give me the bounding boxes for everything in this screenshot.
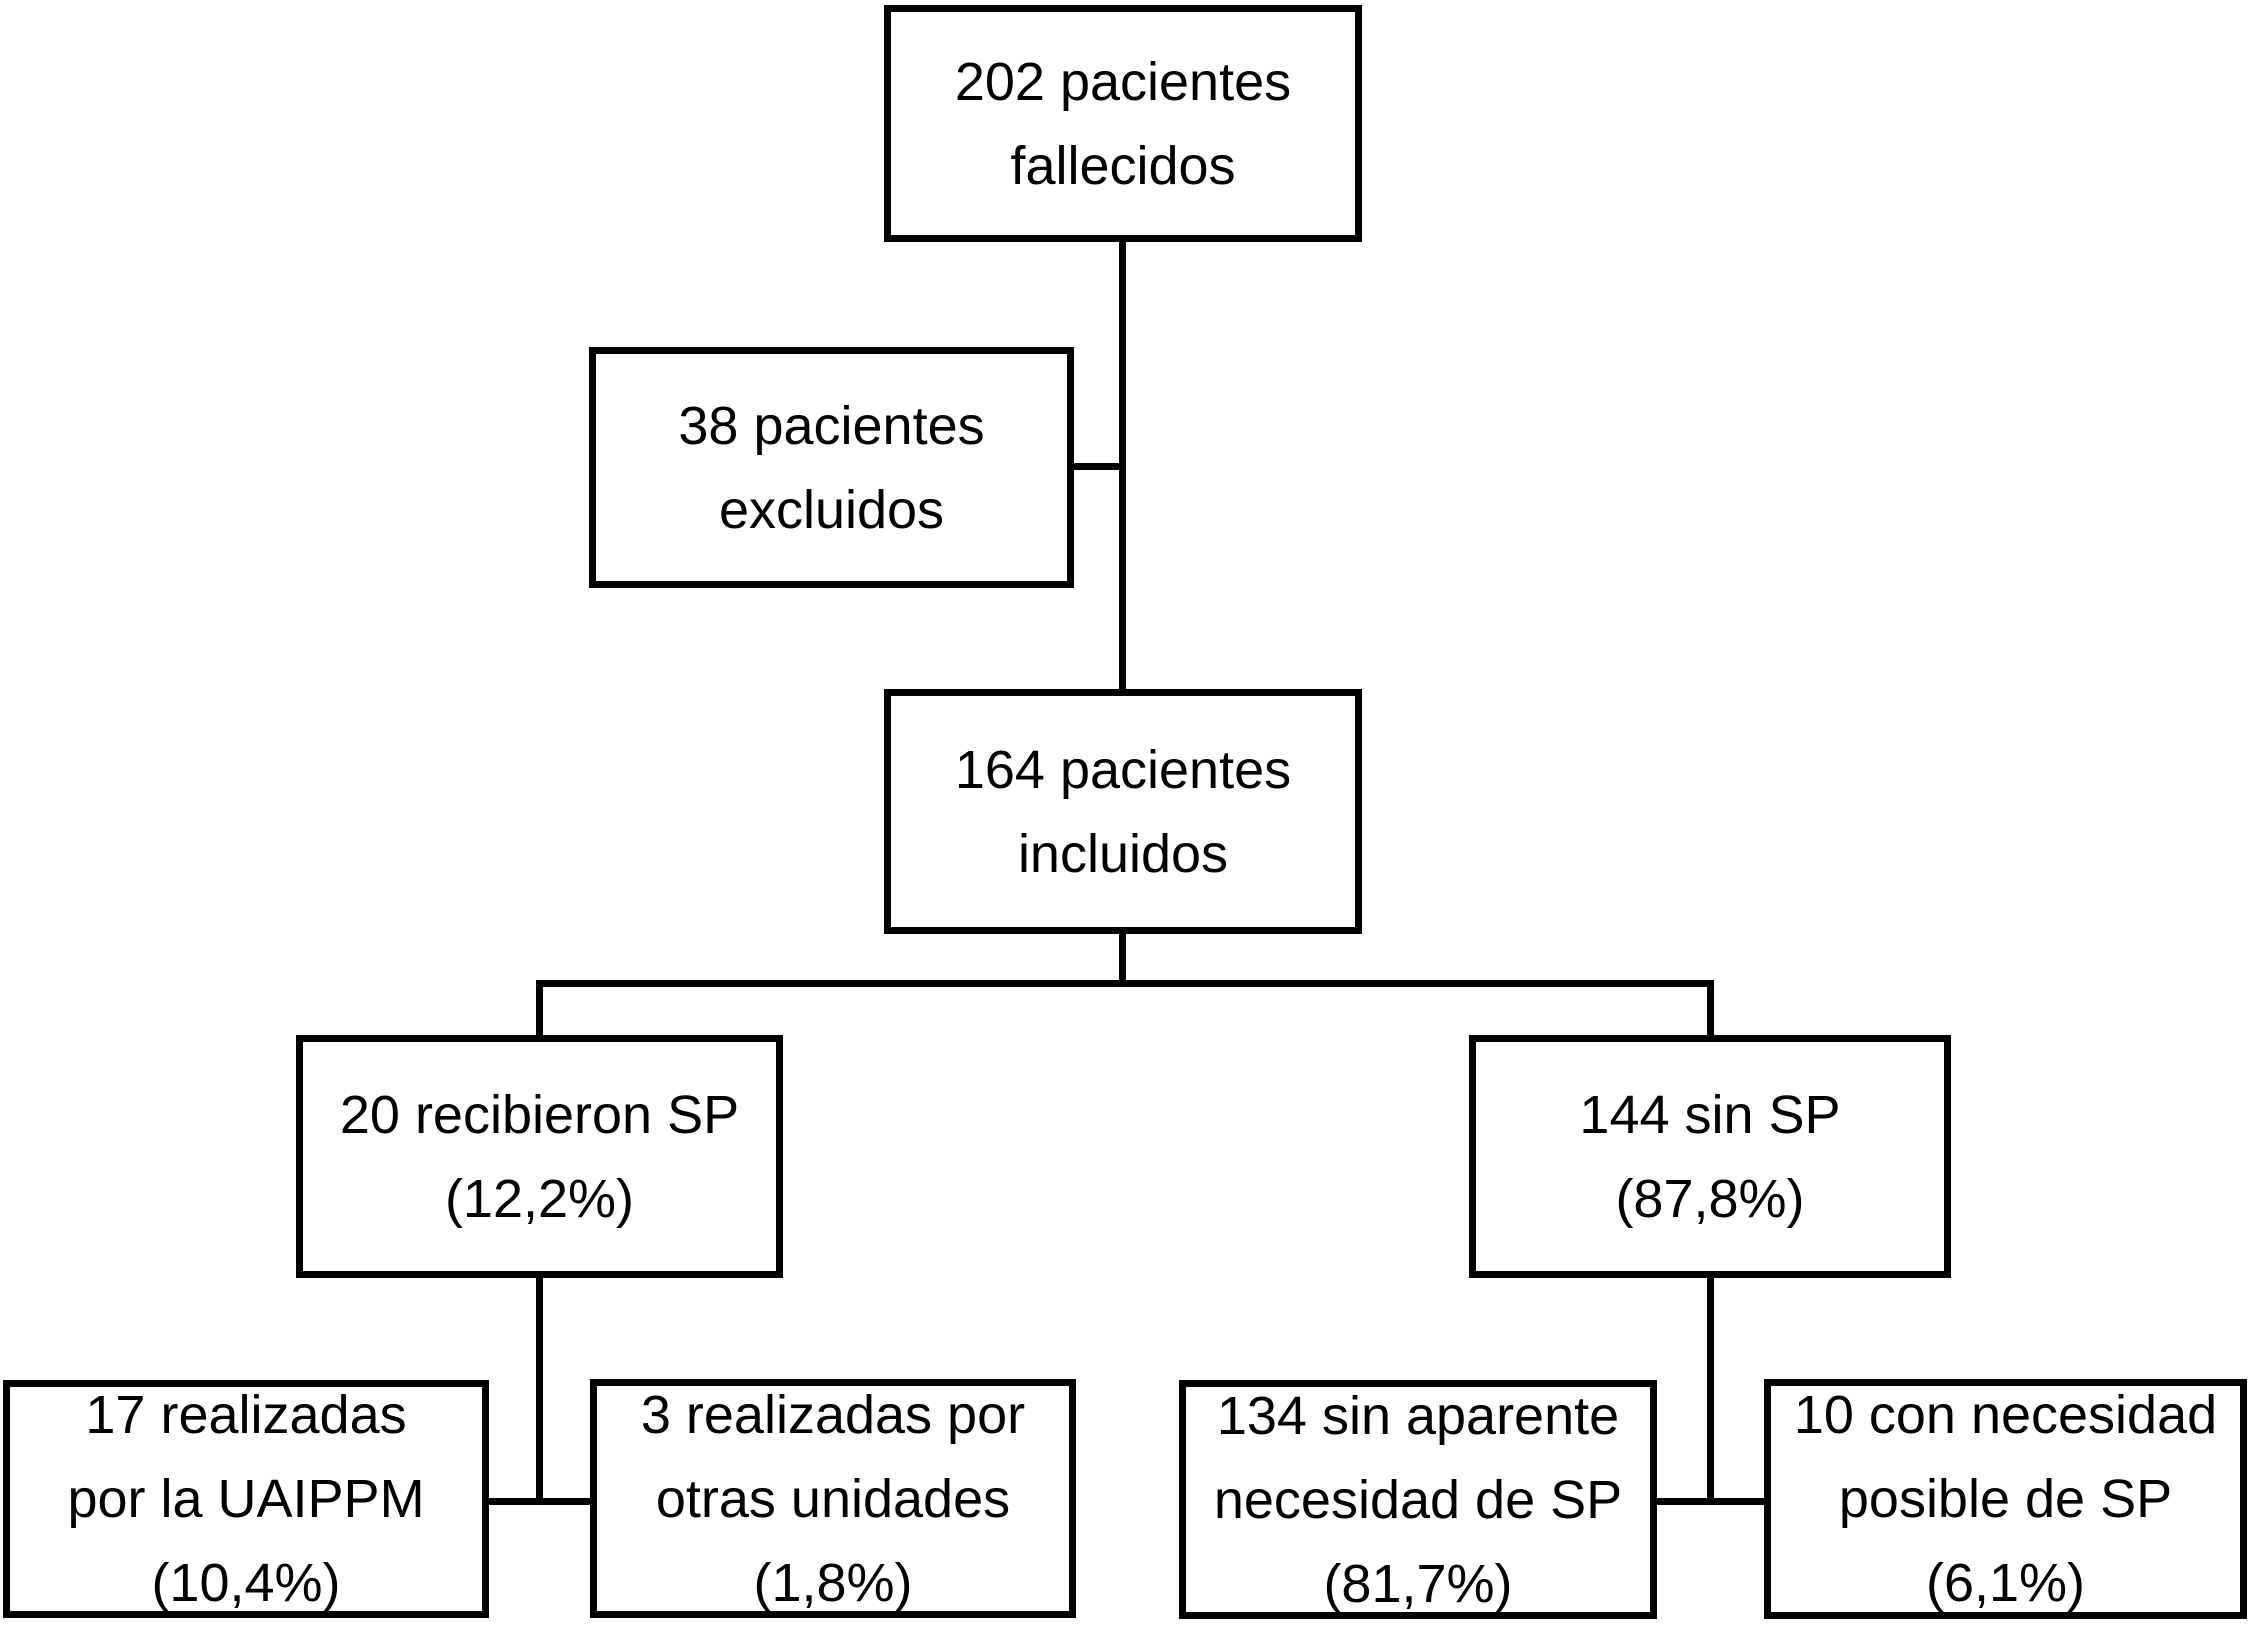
node-text-line: (1,8%) xyxy=(753,1552,913,1613)
node-text-line: fallecidos xyxy=(1010,135,1236,196)
node-text-line: 134 sin aparente xyxy=(1216,1385,1620,1446)
connector-split-right-drop xyxy=(1707,980,1714,1038)
node-necesidad-posible: 10 con necesidad posible de SP (6,1%) xyxy=(1764,1379,2247,1619)
node-text-line: 202 pacientes xyxy=(954,51,1292,112)
node-sin-sp: 144 sin SP (87,8%) xyxy=(1469,1035,1951,1278)
node-text-line: (12,2%) xyxy=(444,1168,635,1229)
node-text-line: (81,7%) xyxy=(1323,1553,1513,1614)
connector-uaippm-otras-bridge xyxy=(486,1498,592,1505)
connector-split-left-drop xyxy=(536,980,543,1038)
connector-incluidos-split-stem xyxy=(1119,930,1126,987)
node-text-line: excluidos xyxy=(718,479,945,540)
node-sin-necesidad: 134 sin aparente necesidad de SP (81,7%) xyxy=(1179,1380,1657,1619)
node-text-line: incluidos xyxy=(1017,823,1229,884)
node-text-line: necesidad de SP xyxy=(1213,1469,1623,1530)
connector-necesidad-bridge xyxy=(1654,1498,1766,1505)
node-text-line: 20 recibieron SP xyxy=(339,1084,740,1145)
connector-excluidos-branch xyxy=(1071,463,1123,470)
node-text-line: por la UAIPPM xyxy=(67,1469,425,1529)
node-text-line: (87,8%) xyxy=(1615,1168,1805,1229)
node-text-line: 10 con necesidad xyxy=(1793,1385,2218,1445)
node-incluidos: 164 pacientes incluidos xyxy=(884,689,1362,934)
connector-recibieron-sp-stem xyxy=(536,1274,543,1505)
node-uaippm: 17 realizadas por la UAIPPM (10,4%) xyxy=(3,1380,489,1618)
node-recibieron-sp: 20 recibieron SP (12,2%) xyxy=(296,1035,783,1278)
connector-split-horizontal xyxy=(536,980,1714,987)
node-text-line: 38 pacientes xyxy=(678,395,985,456)
node-text-line: posible de SP xyxy=(1838,1469,2173,1529)
node-text-line: (6,1%) xyxy=(1925,1553,2086,1613)
node-fallecidos: 202 pacientes fallecidos xyxy=(884,5,1362,242)
node-text-line: 17 realizadas xyxy=(85,1385,407,1445)
node-text-line: 3 realizadas por xyxy=(640,1384,1026,1445)
node-excluidos: 38 pacientes excluidos xyxy=(589,347,1074,588)
connector-sin-sp-stem xyxy=(1707,1274,1714,1505)
node-text-line: (10,4%) xyxy=(151,1553,341,1613)
node-text-line: 144 sin SP xyxy=(1579,1084,1841,1145)
node-text-line: otras unidades xyxy=(655,1468,1011,1529)
node-text-line: 164 pacientes xyxy=(954,739,1292,800)
node-otras-unidades: 3 realizadas por otras unidades (1,8%) xyxy=(590,1379,1076,1618)
